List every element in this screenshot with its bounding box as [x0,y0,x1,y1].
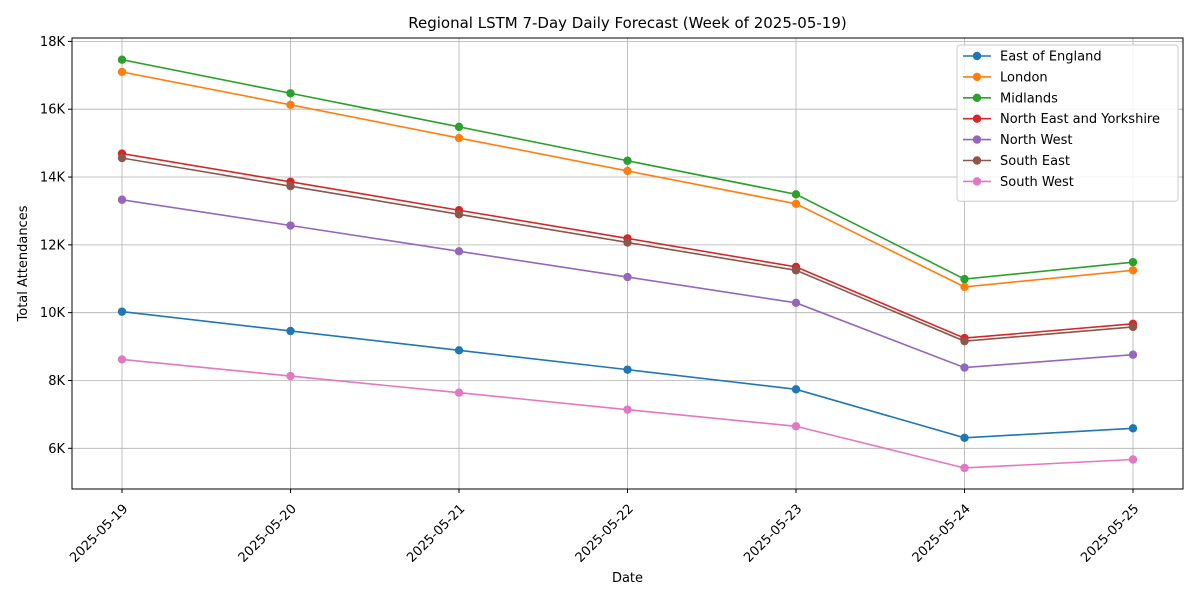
data-point [791,385,801,394]
legend-marker [972,51,982,61]
data-point [791,266,801,275]
data-point [623,238,632,247]
data-point [454,346,464,355]
data-point [1128,266,1138,275]
data-point [1128,322,1138,332]
series-north-west [117,195,1138,372]
legend-marker [972,156,982,165]
y-tick-label: 12K [40,238,66,253]
x-tick-label: 2025-05-20 [236,502,300,566]
data-point [454,247,464,256]
data-point [1128,350,1138,359]
data-point [117,55,127,64]
data-point [960,463,969,473]
series-east-of-england [117,307,1138,442]
y-tick-label: 14K [40,171,66,186]
y-axis-label: Total Attendances [16,205,31,322]
series-south-east [117,153,1138,346]
legend-marker [972,93,982,103]
legend-item: London [963,70,1048,85]
x-tick-label: 2025-05-21 [404,502,468,566]
data-point [286,100,295,110]
data-point [791,298,801,308]
legend-item: North West [963,133,1072,148]
legend-item: South West [963,175,1074,190]
data-point [960,282,969,292]
data-point [286,89,295,98]
legend: East of England London Midlands North East … [956,44,1179,202]
data-point [117,307,127,316]
data-point [454,210,464,219]
legend-label: London [1000,70,1048,85]
data-point [960,336,969,346]
data-point [454,122,464,132]
legend-item: South East [963,154,1070,169]
y-tick-label: 8K [48,374,65,389]
y-tick-label: 10K [40,306,66,321]
series-london [117,67,1138,292]
legend-label: South West [1000,175,1074,190]
data-point [454,133,464,143]
legend-marker [972,177,982,186]
x-tick-label: 2025-05-25 [1078,502,1142,566]
y-tick-label: 18K [40,35,66,50]
series-midlands [117,55,1138,284]
data-point [286,371,295,381]
x-tick-label: 2025-05-22 [573,502,637,566]
legend-label: North West [1000,133,1072,148]
data-point [960,363,969,372]
data-point [791,199,801,209]
chart-title: Regional LSTM 7-Day Daily Forecast (Week… [408,14,847,32]
legend-marker [972,114,982,123]
data-point [117,153,127,163]
x-tick-label: 2025-05-19 [67,502,131,566]
legend-label: Midlands [1000,91,1058,106]
legend-marker [972,72,982,82]
series-lines [117,55,1138,473]
data-point [117,355,127,364]
data-point [791,190,801,199]
data-point [117,195,127,204]
data-point [1128,257,1138,267]
data-point [286,181,295,191]
legend-label: North East and Yorkshire [1000,112,1160,127]
data-point [117,67,127,77]
data-point [623,272,632,282]
legend-item: East of England [963,50,1102,65]
data-point [960,433,969,442]
legend-item: North East and Yorkshire [963,112,1160,127]
x-tick-label: 2025-05-24 [910,502,974,566]
legend-marker [972,135,982,144]
legend-label: South East [1000,154,1070,169]
data-point [623,365,632,374]
data-point [960,274,969,284]
data-point [791,422,801,431]
data-point [1128,424,1138,433]
series-south-west [117,355,1138,473]
data-point [623,166,632,176]
x-axis-label: Date [612,571,643,586]
x-tick-label: 2025-05-23 [741,502,805,566]
legend-box [956,44,1179,202]
y-tick-label: 16K [40,103,66,118]
legend-item: Midlands [963,91,1058,106]
data-point [1128,455,1138,464]
data-point [623,156,632,165]
data-point [454,388,464,397]
data-point [286,326,295,336]
data-point [286,221,295,230]
legend-label: East of England [1000,50,1102,65]
data-point [623,405,632,414]
y-tick-label: 6K [48,442,65,457]
